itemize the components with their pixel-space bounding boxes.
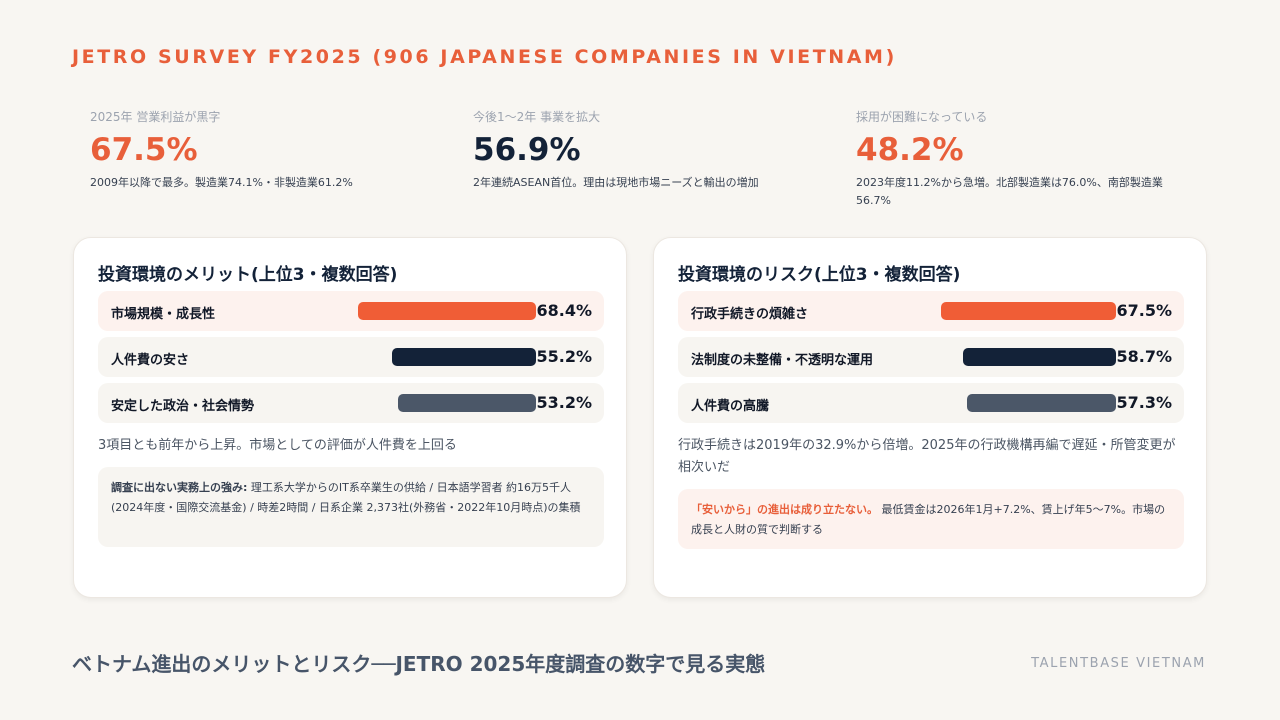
stat-expansion: 今後1〜2年 事業を拡大 56.9% 2年連続ASEAN首位。理由は現地市場ニー… <box>473 108 813 192</box>
callout-body: 最低賃金は2026年1月+7.2%、賃上げ年5〜7%。市場の成長と人財の質で判断… <box>691 503 1166 536</box>
survey-title: JETRO SURVEY FY2025 (906 JAPANESE COMPAN… <box>72 46 897 68</box>
risk-row: 人件費の高騰 57.3% <box>678 383 1184 423</box>
risk-label: 法制度の未整備・不透明な運用 <box>691 353 874 368</box>
merit-percent: 68.4% <box>536 301 592 320</box>
merit-label: 安定した政治・社会情勢 <box>111 399 255 414</box>
footer-brand: TALENTBASE VIETNAM <box>1031 656 1206 671</box>
stat-value: 67.5% <box>90 132 198 168</box>
stat-hiring: 採用が困難になっている 48.2% 2023年度11.2%から急増。北部製造業は… <box>856 108 1196 210</box>
risks-callout: 「安いから」の進出は成り立たない。 最低賃金は2026年1月+7.2%、賃上げ年… <box>678 489 1184 549</box>
merits-title: 投資環境のメリット(上位3・複数回答) <box>98 265 398 285</box>
merit-percent: 53.2% <box>536 393 592 412</box>
merits-card: 投資環境のメリット(上位3・複数回答) 市場規模・成長性 68.4% 人件費の安… <box>73 237 627 598</box>
stat-label: 採用が困難になっている <box>856 110 988 124</box>
merit-row: 安定した政治・社会情勢 53.2% <box>98 383 604 423</box>
risk-row: 行政手続きの煩雑さ 67.5% <box>678 291 1184 331</box>
merit-label: 市場規模・成長性 <box>111 307 216 322</box>
merit-label: 人件費の安さ <box>111 353 190 368</box>
merits-callout: 調査に出ない実務上の強み: 理工系大学からのIT系卒業生の供給 / 日本語学習者… <box>98 467 604 547</box>
risks-title: 投資環境のリスク(上位3・複数回答) <box>678 265 961 285</box>
merit-bar <box>358 302 536 320</box>
risks-note: 行政手続きは2019年の32.9%から倍増。2025年の行政機構再編で遅延・所管… <box>678 438 1176 475</box>
stat-value: 56.9% <box>473 132 581 168</box>
merit-bar <box>392 348 536 366</box>
stat-note: 2009年以降で最多。製造業74.1%・非製造業61.2% <box>90 176 353 189</box>
risks-card: 投資環境のリスク(上位3・複数回答) 行政手続きの煩雑さ 67.5% 法制度の未… <box>653 237 1207 598</box>
stat-label: 2025年 営業利益が黒字 <box>90 110 221 124</box>
footer-title: ベトナム進出のメリットとリスク──JETRO 2025年度調査の数字で見る実態 <box>72 652 766 676</box>
risk-percent: 67.5% <box>1116 301 1172 320</box>
risk-row: 法制度の未整備・不透明な運用 58.7% <box>678 337 1184 377</box>
merits-note: 3項目とも前年から上昇。市場としての評価が人件費を上回る <box>98 438 457 453</box>
merit-row: 人件費の安さ 55.2% <box>98 337 604 377</box>
risk-label: 行政手続きの煩雑さ <box>691 307 809 322</box>
merit-percent: 55.2% <box>536 347 592 366</box>
risk-bar <box>963 348 1116 366</box>
risk-label: 人件費の高騰 <box>691 399 770 414</box>
risk-bar <box>967 394 1116 412</box>
callout-lead: 「安いから」の進出は成り立たない。 <box>691 503 878 516</box>
merit-row: 市場規模・成長性 68.4% <box>98 291 604 331</box>
callout-body: 理工系大学からのIT系卒業生の供給 / 日本語学習者 約16万5千人(2024年… <box>111 481 581 514</box>
risk-percent: 57.3% <box>1116 393 1172 412</box>
stat-note: 2023年度11.2%から急増。北部製造業は76.0%、南部製造業56.7% <box>856 176 1163 207</box>
stat-label: 今後1〜2年 事業を拡大 <box>473 110 601 124</box>
risk-percent: 58.7% <box>1116 347 1172 366</box>
stat-value: 48.2% <box>856 132 964 168</box>
merit-bar <box>397 394 536 412</box>
callout-lead: 調査に出ない実務上の強み: <box>111 481 248 494</box>
stat-profit: 2025年 営業利益が黒字 67.5% 2009年以降で最多。製造業74.1%・… <box>90 108 430 192</box>
stat-note: 2年連続ASEAN首位。理由は現地市場ニーズと輸出の増加 <box>473 176 759 189</box>
risk-bar <box>940 302 1116 320</box>
